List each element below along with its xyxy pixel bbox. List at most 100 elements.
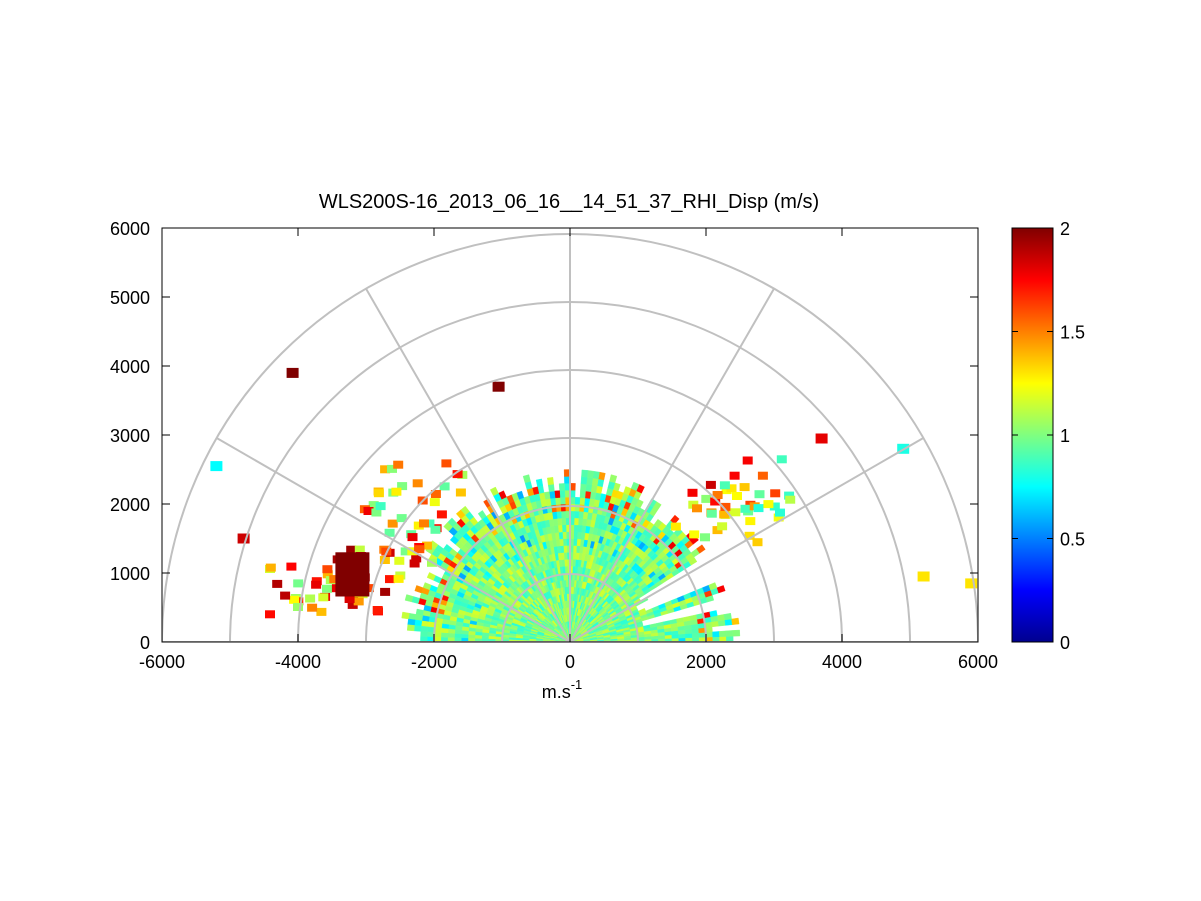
colorbar-tick-label: 0.5 [1060, 530, 1085, 550]
data-cell [413, 625, 422, 632]
data-cell [689, 530, 700, 539]
data-cell [580, 476, 588, 485]
data-cell [346, 545, 357, 554]
data-cell [731, 617, 740, 625]
data-cell [744, 531, 755, 540]
data-cell [474, 635, 483, 640]
data-cell [580, 483, 587, 492]
data-cell [414, 545, 425, 554]
data-cell [322, 570, 333, 579]
data-cell [579, 497, 586, 506]
data-cell [280, 591, 291, 600]
data-cell [420, 631, 428, 638]
data-cell [784, 491, 795, 500]
data-cell [307, 603, 318, 612]
data-cell [678, 633, 686, 639]
data-cell [732, 492, 742, 500]
data-cell [574, 496, 581, 505]
data-cell [396, 514, 407, 523]
data-cell [559, 490, 566, 498]
data-cell [630, 481, 640, 491]
data-cell [286, 562, 297, 571]
data-cell [559, 496, 566, 505]
data-cell [286, 367, 299, 378]
data-cell [422, 541, 432, 550]
data-cell [347, 600, 358, 609]
data-cell [554, 497, 561, 506]
radial-spoke [569, 437, 924, 642]
data-cell [706, 509, 717, 518]
data-cell [723, 612, 732, 621]
data-cell [965, 578, 978, 589]
x-axis-label-superscript: -1 [571, 677, 583, 692]
data-cell [443, 521, 453, 532]
data-cell [353, 597, 364, 606]
data-cell [609, 474, 618, 484]
data-cell [670, 522, 681, 531]
data-cell [407, 618, 416, 626]
data-cell [414, 619, 423, 627]
data-cell [785, 495, 796, 504]
data-cell [492, 381, 505, 392]
data-cell [393, 460, 404, 469]
x-tick-label: 2000 [686, 652, 726, 672]
data-cell [454, 637, 462, 642]
data-cell [265, 610, 275, 619]
y-tick-label: 1000 [110, 564, 150, 584]
data-cell [547, 477, 554, 486]
data-cell [322, 565, 333, 574]
data-cell [705, 480, 716, 489]
data-cell [265, 563, 276, 572]
data-cell [293, 603, 303, 611]
x-tick-label: -6000 [139, 652, 185, 672]
x-tick-label: -4000 [275, 652, 321, 672]
data-cell [701, 494, 712, 503]
data-cell [575, 545, 581, 554]
data-cell [335, 552, 370, 597]
data-cell [412, 479, 423, 488]
data-cell [685, 633, 693, 639]
data-cell [329, 575, 340, 584]
data-cell [407, 533, 418, 542]
data-cell [311, 580, 322, 589]
data-cell [467, 634, 476, 639]
data-cell [354, 545, 365, 554]
data-cell [318, 593, 329, 602]
data-cell [449, 535, 460, 545]
data-cell [729, 471, 740, 480]
y-tick-label: 2000 [110, 495, 150, 515]
data-cell [717, 614, 726, 622]
data-cell [572, 545, 577, 553]
plot-area: -6000 -4000 -2000 0 2000 4000 6000 0 1000 2000 300… [110, 219, 998, 672]
data-cell [730, 508, 741, 517]
x-axis-label: m.s-1 [542, 677, 583, 702]
data-cell [455, 488, 466, 497]
data-cell [430, 525, 441, 534]
data-cell [522, 474, 531, 484]
data-cell [384, 528, 395, 537]
data-cell [739, 483, 750, 492]
colorbar-ticks: 0 0.5 1 1.5 2 [1012, 219, 1085, 653]
colorbar-gradient [1011, 227, 1054, 643]
data-cell [408, 612, 417, 621]
data-cell [775, 508, 785, 517]
data-cell [732, 629, 741, 637]
data-cell [770, 489, 781, 498]
data-cell [623, 486, 632, 496]
data-cell [461, 630, 469, 636]
data-cell [773, 513, 784, 522]
data-cell [638, 608, 646, 614]
data-cell [577, 517, 584, 526]
data-cell [578, 510, 584, 519]
data-cell [572, 565, 576, 574]
data-cell [413, 521, 424, 530]
data-cell [420, 620, 429, 628]
data-cell [373, 489, 384, 498]
data-cell [573, 538, 578, 546]
data-cell [586, 470, 594, 479]
data-cell [237, 533, 250, 544]
data-cell [653, 518, 663, 529]
radial-spoke [216, 437, 571, 642]
data-cell [272, 579, 283, 588]
